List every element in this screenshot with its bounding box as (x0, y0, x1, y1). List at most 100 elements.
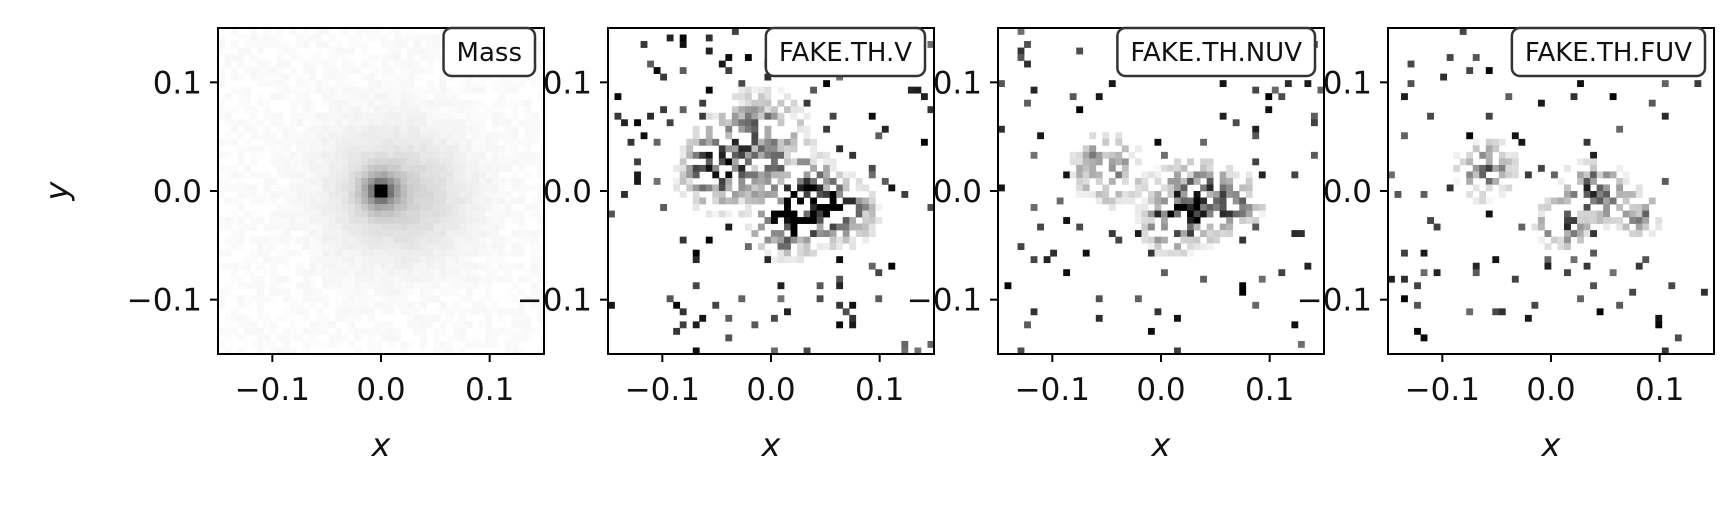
x-tick-label: 0.0 (1526, 372, 1575, 408)
heatmap-cell (1115, 138, 1123, 146)
heatmap-cell (433, 327, 441, 335)
heatmap-cell (491, 112, 499, 120)
heatmap-cell (784, 171, 791, 179)
heatmap-cell (836, 236, 844, 244)
heatmap-cell (731, 138, 739, 146)
heatmap-cell (328, 125, 336, 133)
heatmap-cell (504, 138, 512, 146)
heatmap-cell (1531, 223, 1539, 231)
heatmap-cell (459, 132, 467, 140)
heatmap-cell (426, 112, 434, 120)
heatmap-cell (511, 347, 519, 355)
heatmap-cell (322, 132, 330, 140)
heatmap-cell (407, 34, 414, 42)
heatmap-cell (823, 171, 831, 179)
heatmap-cell (270, 80, 278, 88)
heatmap-cell (1596, 217, 1604, 224)
y-tick-label: −0.1 (517, 283, 592, 319)
heatmap-cell (705, 86, 713, 94)
heatmap-cell (1239, 236, 1247, 244)
heatmap-cell (498, 184, 506, 192)
heatmap-cell (335, 41, 343, 48)
heatmap-cell (504, 269, 512, 277)
heatmap-cell (335, 177, 343, 185)
heatmap-cell (433, 34, 441, 42)
heatmap-cell (790, 217, 798, 224)
heatmap-cell (1167, 249, 1175, 257)
heatmap-cell (1213, 204, 1221, 211)
heatmap-cell (751, 112, 759, 120)
heatmap-cell (459, 86, 467, 94)
heatmap-cell (361, 47, 369, 55)
heatmap-cell (328, 132, 336, 140)
heatmap-cell (381, 125, 388, 133)
heatmap-cell (426, 262, 434, 270)
heatmap-cell (283, 93, 291, 101)
heatmap-cell (491, 164, 499, 172)
heatmap-cell (328, 86, 336, 94)
x-tick-label: 0.1 (465, 372, 514, 408)
heatmap-cell (504, 119, 512, 127)
heatmap-cell (511, 184, 519, 192)
x-tick-label: −0.1 (1015, 372, 1090, 408)
heatmap-cell (1193, 197, 1201, 205)
heatmap-cell (407, 145, 414, 153)
heatmap-cell (666, 34, 674, 42)
heatmap-cell (459, 308, 467, 316)
heatmap-cell (1479, 164, 1487, 172)
heatmap-cell (400, 73, 408, 81)
heatmap-cell (289, 112, 297, 120)
heatmap-cell (263, 243, 271, 251)
heatmap-cell (1200, 210, 1207, 218)
heatmap-cell (478, 125, 486, 133)
heatmap-cell (1472, 138, 1480, 146)
heatmap-cell (679, 236, 687, 244)
heatmap-cell (1420, 269, 1428, 277)
heatmap-cell (348, 125, 356, 133)
heatmap-cell (1511, 158, 1519, 166)
heatmap-cell (1252, 132, 1260, 140)
heatmap-cell (283, 347, 291, 355)
heatmap-cell (1622, 177, 1630, 185)
heatmap-cell (452, 204, 460, 211)
heatmap-cell (1466, 308, 1474, 316)
heatmap-cell (478, 112, 486, 120)
heatmap-cell (1583, 177, 1591, 185)
heatmap-cell (224, 249, 232, 257)
heatmap-cell (341, 295, 349, 303)
heatmap-cell (218, 295, 225, 303)
heatmap-cell (439, 28, 447, 35)
heatmap-cell (322, 327, 330, 335)
heatmap-cell (420, 256, 427, 264)
heatmap-cell (1524, 171, 1532, 179)
heatmap-cell (1024, 99, 1031, 107)
heatmap-cell (1219, 171, 1227, 179)
heatmap-cell (1187, 243, 1194, 251)
heatmap-cell (777, 197, 785, 205)
heatmap-cell (1596, 191, 1604, 198)
heatmap-cell (784, 249, 791, 257)
heatmap-cell (328, 164, 336, 172)
heatmap-cell (718, 145, 726, 153)
heatmap-cell (354, 112, 362, 120)
heatmap-cell (1583, 223, 1591, 231)
heatmap-cell (452, 256, 460, 264)
heatmap-cell (491, 184, 499, 192)
heatmap-cell (1200, 158, 1207, 166)
heatmap-cell (1583, 230, 1591, 237)
heatmap-cell (296, 158, 304, 166)
heatmap-cell (335, 204, 343, 211)
heatmap-cell (302, 243, 310, 251)
heatmap-cell (439, 204, 447, 211)
heatmap-cell (341, 288, 349, 296)
heatmap-cell (1095, 158, 1103, 166)
heatmap-cell (1674, 334, 1682, 342)
heatmap-cell (829, 204, 837, 211)
heatmap-cell (1304, 262, 1312, 270)
heatmap-cell (459, 106, 467, 114)
heatmap-cell (394, 184, 401, 192)
heatmap-cell (361, 73, 369, 81)
heatmap-cell (1492, 164, 1500, 172)
heatmap-cell (465, 80, 473, 88)
heatmap-cell (731, 197, 739, 205)
